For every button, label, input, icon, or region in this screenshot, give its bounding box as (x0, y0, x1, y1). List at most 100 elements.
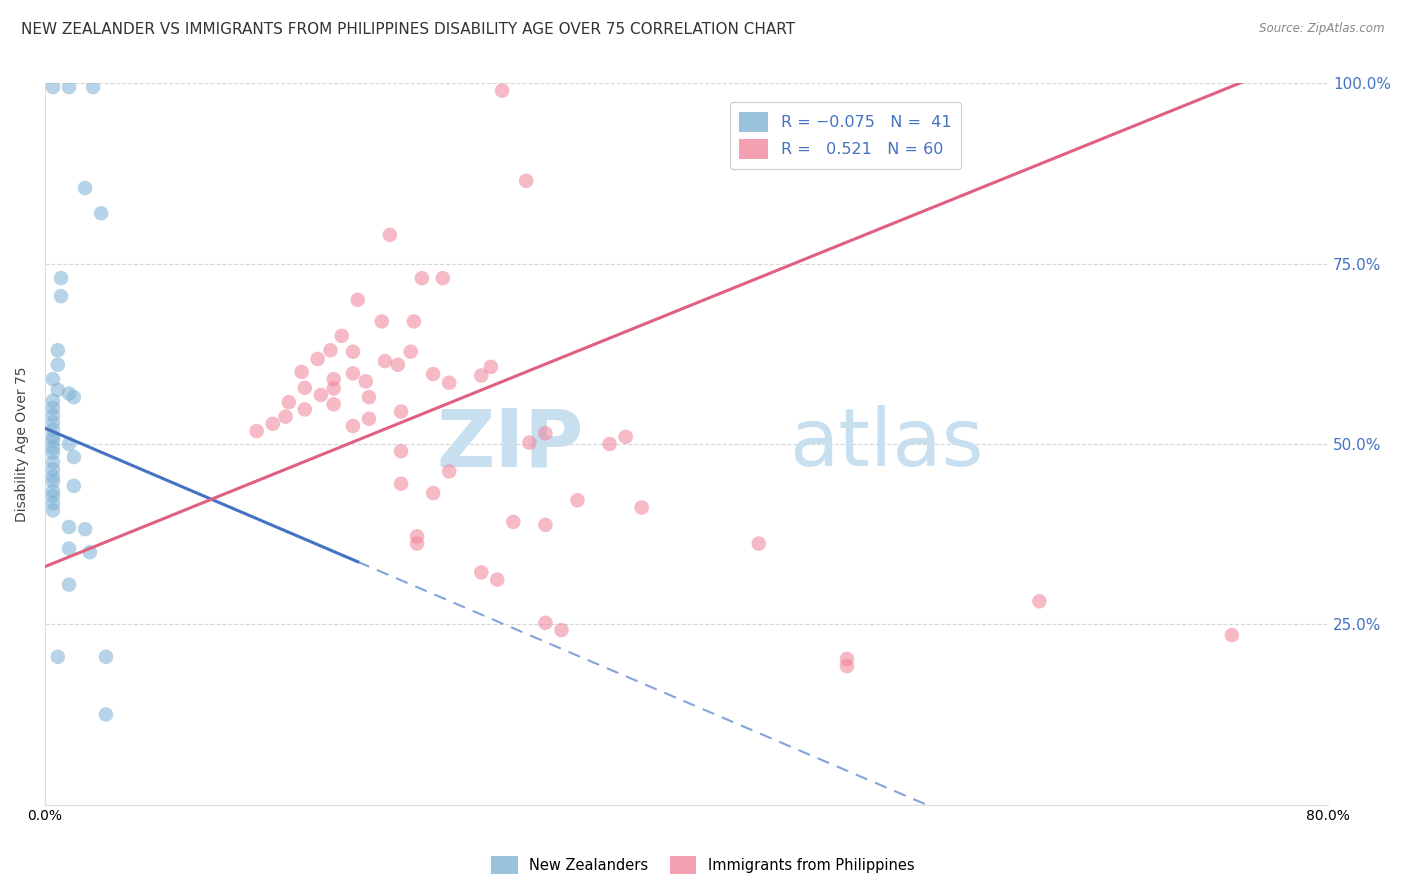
Point (437, 465, 460, 479)
Point (42, 372, 65, 386)
Point (354, 374, 377, 388)
Point (42, 455, 65, 469)
Point (599, 437, 621, 451)
Point (58, 80, 80, 95)
Point (567, 493, 589, 508)
Point (330, 329, 353, 343)
Point (630, 500, 652, 515)
Point (748, 536, 770, 550)
Y-axis label: Disability Age Over 75: Disability Age Over 75 (15, 367, 30, 522)
Point (406, 529, 429, 543)
Text: NEW ZEALANDER VS IMMIGRANTS FROM PHILIPPINES DISABILITY AGE OVER 75 CORRELATION : NEW ZEALANDER VS IMMIGRANTS FROM PHILIPP… (21, 22, 796, 37)
Point (79, 545, 101, 559)
Point (346, 293, 368, 307)
Point (42, 434, 65, 448)
Point (322, 382, 344, 396)
Legend: R = −0.075   N =  41, R =   0.521   N = 60: R = −0.075 N = 41, R = 0.521 N = 60 (730, 103, 960, 169)
Point (82, 80, 104, 95)
Point (42, 80, 65, 95)
Point (470, 368, 492, 383)
Point (90, 206, 112, 220)
Point (246, 424, 269, 438)
Point (322, 372, 344, 386)
Point (42, 416, 65, 430)
Point (49, 271, 72, 285)
Point (411, 271, 433, 285)
Point (42, 489, 65, 503)
Point (389, 404, 412, 418)
Point (42, 483, 65, 498)
Point (342, 344, 364, 359)
Point (432, 271, 454, 285)
Point (319, 343, 342, 358)
Point (63, 479, 86, 493)
Point (357, 411, 380, 425)
Point (277, 395, 299, 409)
Point (42, 475, 65, 489)
Point (378, 227, 401, 242)
Point (486, 573, 509, 587)
Point (374, 354, 396, 368)
Point (389, 476, 412, 491)
Point (479, 359, 502, 374)
Point (387, 358, 409, 372)
Point (835, 652, 858, 666)
Point (42, 496, 65, 510)
Point (470, 566, 492, 580)
Point (422, 367, 444, 381)
Point (46, 343, 69, 358)
Point (402, 314, 425, 328)
Point (322, 397, 344, 411)
Point (357, 390, 380, 404)
Point (58, 577, 80, 591)
Point (614, 430, 637, 444)
Point (835, 659, 858, 673)
Point (534, 517, 557, 532)
Legend: New Zealanders, Immigrants from Philippines: New Zealanders, Immigrants from Philippi… (485, 850, 921, 880)
Point (294, 402, 316, 417)
Text: atlas: atlas (789, 405, 984, 483)
Point (58, 386, 80, 401)
Point (1220, 628, 1243, 642)
Point (63, 450, 86, 464)
Point (309, 388, 332, 402)
Point (371, 314, 394, 328)
Point (502, 515, 524, 529)
Point (75, 522, 97, 536)
Point (42, 503, 65, 517)
Point (291, 365, 314, 379)
Point (491, 84, 513, 98)
Point (42, 408, 65, 422)
Point (515, 174, 537, 188)
Point (399, 344, 422, 359)
Point (550, 623, 572, 637)
Point (437, 376, 460, 390)
Point (94, 707, 117, 722)
Point (42, 441, 65, 455)
Point (58, 541, 80, 556)
Point (389, 444, 412, 458)
Point (1028, 594, 1050, 608)
Point (49, 289, 72, 303)
Point (42, 401, 65, 415)
Point (406, 536, 429, 550)
Point (46, 649, 69, 664)
Point (42, 423, 65, 437)
Point (58, 520, 80, 534)
Point (46, 383, 69, 397)
Point (534, 426, 557, 441)
Point (42, 462, 65, 476)
Point (342, 367, 364, 381)
Point (274, 409, 297, 424)
Point (46, 358, 69, 372)
Point (294, 381, 316, 395)
Point (42, 469, 65, 483)
Point (94, 649, 117, 664)
Point (42, 445, 65, 459)
Point (342, 419, 364, 434)
Point (519, 435, 541, 450)
Point (534, 615, 557, 630)
Point (75, 181, 97, 195)
Point (307, 351, 329, 366)
Point (422, 486, 444, 500)
